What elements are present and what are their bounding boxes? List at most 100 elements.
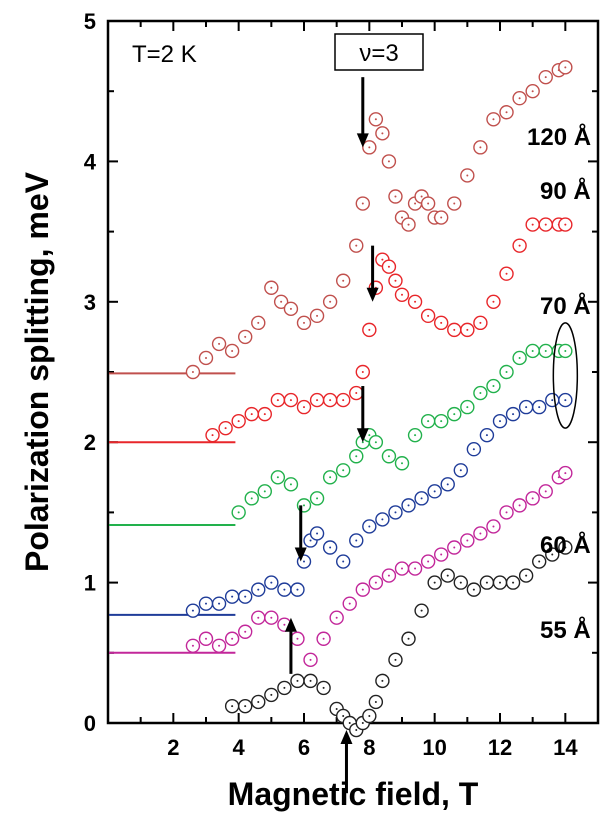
data-point-center — [505, 371, 508, 373]
x-tick-label: 10 — [422, 735, 446, 760]
data-point-center — [316, 497, 319, 500]
data-point-center — [368, 525, 371, 528]
data-point-center — [342, 399, 345, 402]
data-point-center — [512, 581, 515, 584]
data-point-center — [459, 469, 462, 472]
data-point-center — [446, 574, 449, 577]
data-point-center — [329, 546, 332, 549]
data-point-center — [531, 90, 534, 93]
data-point-center — [394, 195, 397, 198]
data-point-center — [355, 539, 358, 542]
data-point-center — [440, 216, 443, 219]
data-point-center — [499, 420, 501, 423]
arrow-head — [294, 547, 307, 562]
data-point-center — [544, 223, 547, 226]
data-point-center — [427, 560, 430, 563]
data-point-center — [374, 700, 377, 703]
data-point-center — [440, 553, 443, 556]
data-point-center — [191, 371, 194, 373]
data-point-center — [309, 679, 312, 682]
data-point-center — [355, 729, 358, 732]
data-point-center — [466, 174, 469, 177]
data-point-center — [263, 413, 266, 416]
data-point-center — [329, 476, 332, 479]
data-point-center — [531, 349, 534, 352]
x-tick-labels: 2 4 6 8 10 12 14 — [167, 735, 578, 760]
data-point-center — [505, 511, 508, 514]
x-tick-label: 4 — [233, 735, 246, 760]
data-point-center — [270, 581, 273, 584]
data-point-center — [485, 434, 488, 437]
data-point-center — [414, 567, 417, 570]
data-point-center — [381, 679, 384, 682]
data-point-center — [250, 413, 253, 416]
arrow-head — [356, 133, 369, 148]
data-point-center — [205, 602, 207, 605]
data-point-center — [387, 265, 390, 268]
data-point-center — [538, 560, 541, 563]
data-point-center — [466, 539, 469, 542]
data-point-center — [538, 406, 541, 409]
data-point-center — [244, 335, 247, 338]
data-point-center — [329, 399, 332, 402]
data-point-center — [316, 532, 319, 535]
data-point-center — [335, 707, 338, 710]
data-point-center — [381, 518, 384, 521]
data-point-center — [374, 118, 377, 121]
data-point-center — [427, 420, 430, 423]
data-point-center — [270, 286, 273, 289]
data-point-center — [257, 588, 260, 591]
data-point-center — [342, 279, 345, 282]
arrows — [284, 77, 579, 794]
data-point-center — [218, 602, 221, 605]
data-point-center — [492, 385, 495, 388]
data-point-center — [492, 300, 495, 303]
highlight-ellipse — [552, 322, 579, 429]
x-axis-title: Magnetic field, T — [228, 776, 479, 812]
arrow-head — [340, 730, 353, 745]
x-tick-label: 14 — [553, 735, 578, 760]
data-point-center — [283, 588, 286, 591]
data-point-center — [368, 146, 371, 149]
data-point-center — [401, 216, 403, 219]
data-point-center — [361, 588, 364, 591]
data-point-center — [420, 195, 423, 198]
data-point-center — [374, 581, 377, 584]
data-point-center — [237, 511, 240, 514]
x-tick-label: 8 — [363, 735, 375, 760]
data-point-center — [564, 399, 567, 402]
data-point-center — [401, 567, 403, 570]
data-point-center — [231, 637, 234, 640]
data-point-center — [270, 616, 273, 619]
data-point-center — [472, 588, 475, 591]
data-point-center — [525, 574, 528, 577]
y-tick-label: 0 — [84, 711, 96, 736]
data-point-center — [348, 602, 351, 605]
series-label: 60 Å — [540, 531, 591, 559]
annotation-filling-factor-box — [334, 33, 424, 71]
data-point-center — [479, 532, 482, 535]
baselines — [109, 372, 236, 654]
data-point-center — [361, 371, 364, 373]
data-point-center — [479, 392, 482, 395]
data-point-center — [289, 399, 292, 402]
data-point-center — [518, 356, 521, 359]
data-point-center — [322, 686, 325, 689]
series-label: 70 Å — [540, 292, 591, 320]
plot-frame — [106, 19, 600, 725]
series-label: 120 Å — [527, 123, 591, 151]
data-point-center — [544, 349, 547, 352]
data-point-center — [564, 66, 567, 69]
data-point-center — [453, 328, 456, 331]
data-point-center — [276, 476, 279, 479]
data-point-center — [218, 342, 221, 345]
data-point-center — [420, 497, 423, 500]
data-point-center — [564, 472, 567, 475]
data-point-center — [531, 497, 534, 500]
series-label: 90 Å — [540, 177, 591, 205]
data-point-center — [446, 483, 449, 486]
data-point-center — [433, 490, 436, 493]
y-tick-label: 5 — [84, 9, 96, 34]
data-point-center — [407, 637, 410, 640]
x-tick-label: 2 — [167, 735, 179, 760]
